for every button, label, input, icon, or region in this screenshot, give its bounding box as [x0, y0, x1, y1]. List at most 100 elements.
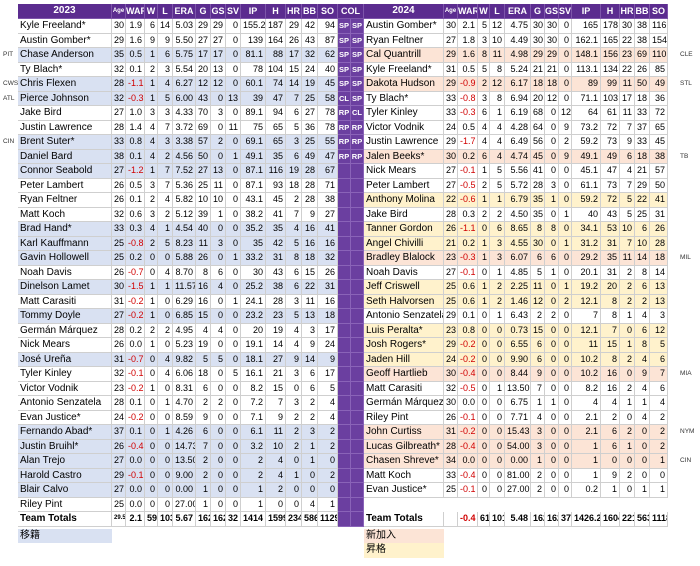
stat-cell: 2 — [650, 425, 668, 440]
stat-cell: 29 — [444, 309, 458, 324]
stat-cell: 2 — [196, 454, 211, 469]
player-name: Brad Hand* — [18, 222, 112, 237]
player-name: Blair Calvo — [18, 483, 112, 498]
stat-cell: 14 — [266, 338, 286, 353]
player-name: Kyle Freeland* — [18, 19, 112, 34]
legend-entry: 新加入 — [364, 528, 444, 543]
team-label: CIN — [3, 138, 15, 145]
stat-cell: 3 — [302, 323, 318, 338]
role-cell: SP — [351, 77, 364, 92]
stat-cell: 39 — [241, 91, 266, 106]
stat-cell: 26 — [112, 338, 126, 353]
stat-cell: 17 — [286, 48, 302, 63]
stat-cell: 69 — [635, 48, 650, 63]
stat-cell: -0.4 — [126, 439, 145, 454]
stat-cell: 32 — [318, 251, 338, 266]
stat-cell: 15 — [266, 381, 286, 396]
stat-cell: 5.82 — [173, 193, 196, 208]
stat-cell: 49.1 — [241, 149, 266, 164]
stat-cell: 10 — [635, 236, 650, 251]
stat-cell: 43 — [196, 91, 211, 106]
stat-cell: 1129 — [318, 512, 338, 527]
player-name: Angel Chivilli — [364, 236, 444, 251]
stat-cell: 10 — [266, 439, 286, 454]
stat-cell: 27 — [112, 483, 126, 498]
stat-cell: 12 — [559, 106, 572, 121]
stat-cell: 41 — [531, 164, 545, 179]
stat-cell: 4 — [286, 338, 302, 353]
stat-cell: 4 — [286, 323, 302, 338]
stat-cell: 1 — [145, 381, 158, 396]
team-label: PIT — [3, 51, 14, 58]
stat-cell: 0 — [286, 381, 302, 396]
stat-cell: 29 — [211, 19, 226, 34]
stat-cell: 30 — [531, 33, 545, 48]
stat-cell: 72 — [601, 120, 620, 135]
stat-cell: 29 — [196, 19, 211, 34]
stat-cell: 5.24 — [505, 62, 531, 77]
stat-cell: 7.1 — [241, 410, 266, 425]
stat-cell: 61.1 — [572, 178, 601, 193]
stat-cell: 28 — [266, 294, 286, 309]
stat-cell: 4 — [266, 468, 286, 483]
stat-cell: 0 — [545, 323, 559, 338]
stat-cell: -0.4 — [458, 512, 478, 527]
col-fill — [351, 178, 364, 193]
stat-cell: 43 — [266, 265, 286, 280]
stat-cell: 7 — [620, 120, 635, 135]
stat-cell: 101 — [490, 512, 505, 527]
stat-cell: 85 — [650, 62, 668, 77]
role-cell: SP — [351, 19, 364, 34]
player-name: Josh Rogers* — [364, 338, 444, 353]
col-fill — [351, 323, 364, 338]
stat-cell: 15 — [196, 309, 211, 324]
stat-cell: 1 — [478, 193, 490, 208]
player-name: Riley Pint — [364, 410, 444, 425]
stat-cell: 0 — [545, 352, 559, 367]
stat-cell: 6.19 — [505, 106, 531, 121]
stat-cell: 4.56 — [173, 149, 196, 164]
stat-cell: 0.1 — [126, 62, 145, 77]
stat-cell: 20 — [241, 323, 266, 338]
player-name: Seth Halvorsen — [364, 294, 444, 309]
player-name: Lucas Gilbreath* — [364, 439, 444, 454]
stat-cell: 586 — [302, 512, 318, 527]
stat-cell: 1 — [145, 338, 158, 353]
stat-cell: 8 — [601, 294, 620, 309]
stat-cell: 7 — [158, 178, 173, 193]
stat-cell: 1 — [545, 396, 559, 411]
stat-cell: 0 — [620, 454, 635, 469]
stat-cell: -0.1 — [126, 367, 145, 382]
stat-cell: 162 — [531, 512, 545, 527]
table-title: 2024 — [364, 4, 444, 19]
col-fill — [351, 483, 364, 498]
stat-cell: 19 — [286, 164, 302, 179]
stat-cell: 29 — [112, 468, 126, 483]
stat-cell: 2 — [531, 309, 545, 324]
stat-cell: 73 — [601, 135, 620, 150]
stat-cell: 26 — [444, 410, 458, 425]
stat-cell: 1 — [545, 193, 559, 208]
stat-cell: 5 — [196, 352, 211, 367]
stat-cell: 5.36 — [173, 178, 196, 193]
col-fill — [338, 454, 351, 469]
stat-cell: 1 — [145, 294, 158, 309]
stat-cell: 11 — [226, 120, 241, 135]
stat-cell: 47 — [601, 164, 620, 179]
stat-cell: 1 — [158, 425, 173, 440]
stat-cell: 1 — [478, 280, 490, 295]
stat-cell: 6 — [620, 149, 635, 164]
stat-cell: 73.2 — [572, 120, 601, 135]
stat-cell: 103 — [601, 91, 620, 106]
stat-cell: -0.4 — [458, 468, 478, 483]
stat-cell: 9 — [318, 352, 338, 367]
stat-cell: 6 — [601, 439, 620, 454]
stat-cell: 29 — [112, 33, 126, 48]
stat-cell: 4.49 — [505, 33, 531, 48]
stat-cell: 0 — [226, 178, 241, 193]
stat-cell: 2 — [601, 410, 620, 425]
stat-cell: 148.1 — [572, 48, 601, 63]
stat-cell: 0 — [559, 309, 572, 324]
stat-cell: 1 — [241, 483, 266, 498]
stat-cell: 35 — [112, 48, 126, 63]
